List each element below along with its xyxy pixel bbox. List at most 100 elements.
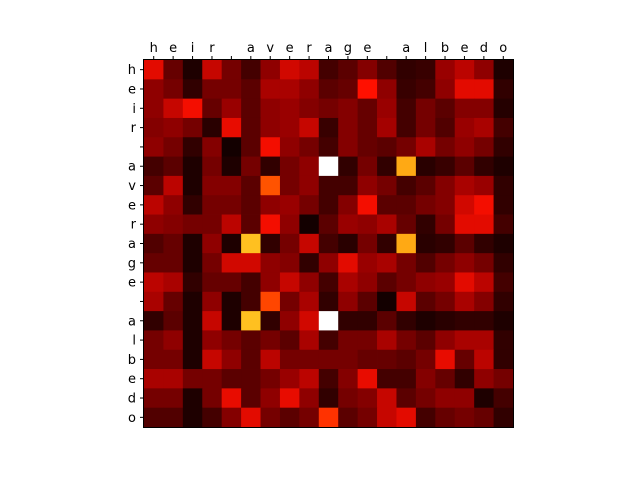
heatmap-cell bbox=[221, 407, 242, 428]
heatmap-cell bbox=[279, 253, 300, 273]
heatmap-cell bbox=[260, 349, 281, 370]
heatmap-cell bbox=[182, 291, 203, 312]
heatmap-cell bbox=[299, 175, 320, 196]
heatmap-cell bbox=[435, 253, 456, 273]
heatmap-cell bbox=[338, 233, 359, 254]
heatmap-cell bbox=[435, 369, 456, 389]
heatmap-cell bbox=[163, 253, 184, 273]
x-tick-label: d bbox=[480, 41, 488, 56]
heatmap-cell bbox=[299, 311, 320, 331]
heatmap-cell bbox=[202, 233, 223, 254]
heatmap-cell bbox=[474, 79, 494, 100]
heatmap-cell bbox=[144, 60, 164, 80]
heatmap-cell bbox=[415, 388, 436, 409]
heatmap-cell bbox=[435, 117, 456, 138]
heatmap-cell bbox=[260, 175, 281, 196]
heatmap-cell bbox=[318, 79, 339, 100]
heatmap-cell bbox=[241, 60, 261, 80]
heatmap-cell bbox=[144, 291, 164, 312]
heatmap-cell bbox=[260, 233, 281, 254]
heatmap-cell bbox=[357, 369, 378, 389]
heatmap-cell bbox=[299, 407, 320, 428]
y-tick-label: b bbox=[128, 353, 136, 368]
heatmap-cell bbox=[338, 98, 359, 119]
heatmap-cell bbox=[260, 156, 281, 177]
heatmap-cell bbox=[357, 195, 378, 215]
heatmap-cell bbox=[163, 233, 184, 254]
heatmap-cell bbox=[415, 214, 436, 235]
heatmap-cell bbox=[474, 253, 494, 273]
heatmap-cell bbox=[396, 137, 417, 157]
heatmap-cell bbox=[318, 311, 339, 331]
heatmap-cell bbox=[415, 137, 436, 157]
heatmap-cell bbox=[144, 137, 164, 157]
y-tick-label: a bbox=[128, 314, 136, 329]
heatmap-cell bbox=[454, 233, 475, 254]
heatmap-cell bbox=[182, 214, 203, 235]
heatmap-cell bbox=[338, 117, 359, 138]
heatmap-cell bbox=[396, 175, 417, 196]
x-tick-label: h bbox=[150, 41, 158, 56]
heatmap-cell bbox=[493, 79, 514, 100]
heatmap-cell bbox=[396, 233, 417, 254]
heatmap-cell bbox=[144, 407, 164, 428]
heatmap-cell bbox=[144, 272, 164, 293]
heatmap-cell bbox=[221, 291, 242, 312]
heatmap-cell bbox=[221, 369, 242, 389]
heatmap-cell bbox=[260, 272, 281, 293]
heatmap-cell bbox=[318, 388, 339, 409]
heatmap-cell bbox=[163, 291, 184, 312]
y-tick-label: l bbox=[132, 334, 136, 349]
heatmap-cell bbox=[396, 272, 417, 293]
heatmap-cell bbox=[474, 214, 494, 235]
x-tick-label: r bbox=[209, 41, 215, 56]
heatmap-cell bbox=[202, 60, 223, 80]
y-tick-label: a bbox=[128, 160, 136, 175]
y-tick-label: e bbox=[128, 198, 136, 213]
heatmap-cell bbox=[474, 369, 494, 389]
heatmap-cell bbox=[221, 195, 242, 215]
heatmap-cell bbox=[377, 60, 397, 80]
heatmap-cell bbox=[279, 369, 300, 389]
x-tick-label: a bbox=[247, 41, 255, 56]
heatmap-cell bbox=[377, 79, 397, 100]
y-tick-label: e bbox=[128, 276, 136, 291]
heatmap-cell bbox=[396, 291, 417, 312]
heatmap-cell bbox=[415, 253, 436, 273]
heatmap-cell bbox=[182, 253, 203, 273]
heatmap-cell bbox=[241, 388, 261, 409]
heatmap-cell bbox=[338, 214, 359, 235]
heatmap-cell bbox=[474, 407, 494, 428]
heatmap-cell bbox=[241, 98, 261, 119]
x-tick-label: a bbox=[402, 41, 410, 56]
heatmap-cell bbox=[454, 137, 475, 157]
heatmap-cell bbox=[474, 137, 494, 157]
y-tick-label: g bbox=[128, 256, 136, 271]
heatmap-cell bbox=[241, 349, 261, 370]
heatmap-cell bbox=[396, 253, 417, 273]
heatmap-cell bbox=[241, 407, 261, 428]
heatmap-cell bbox=[202, 369, 223, 389]
x-tick-label: e bbox=[169, 41, 177, 56]
heatmap-cell bbox=[474, 117, 494, 138]
heatmap-cell bbox=[435, 291, 456, 312]
heatmap-cell bbox=[396, 311, 417, 331]
heatmap-cell bbox=[474, 311, 494, 331]
heatmap-cell bbox=[493, 369, 514, 389]
heatmap-cell bbox=[474, 98, 494, 119]
heatmap-cell bbox=[415, 98, 436, 119]
heatmap-cell bbox=[318, 60, 339, 80]
heatmap-cell bbox=[202, 98, 223, 119]
heatmap-cell bbox=[163, 60, 184, 80]
heatmap-cell bbox=[415, 195, 436, 215]
heatmap-cell bbox=[318, 117, 339, 138]
heatmap-cell bbox=[338, 156, 359, 177]
heatmap-cell bbox=[202, 311, 223, 331]
heatmap-cell bbox=[338, 137, 359, 157]
heatmap-cell bbox=[396, 349, 417, 370]
heatmap-cell bbox=[221, 253, 242, 273]
heatmap-cell bbox=[357, 214, 378, 235]
heatmap-cell bbox=[260, 330, 281, 351]
heatmap-cell bbox=[144, 175, 164, 196]
y-tick-label: o bbox=[128, 411, 136, 426]
